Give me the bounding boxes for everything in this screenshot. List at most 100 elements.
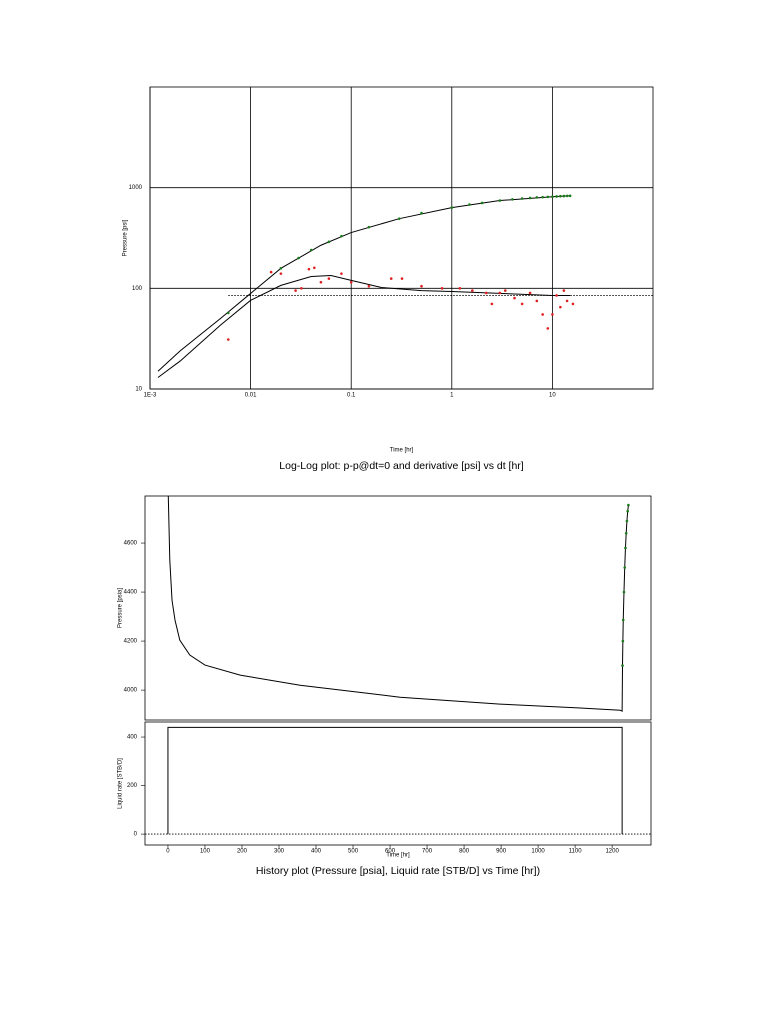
data-point (294, 289, 297, 292)
data-point (621, 618, 625, 622)
data-point (541, 195, 544, 199)
x-tick-label: 0.01 (245, 393, 257, 399)
x-axis-label: Time [hr] (390, 448, 414, 454)
data-point (551, 195, 554, 199)
x-tick-label: 1 (450, 393, 454, 399)
data-point (367, 284, 371, 288)
data-point (484, 291, 488, 295)
caption: History plot (Pressure [psia], Liquid ra… (256, 865, 540, 877)
y-tick-label: 400 (127, 735, 138, 741)
x-tick-label: 900 (496, 849, 507, 855)
data-point (627, 503, 630, 507)
data-point (319, 280, 323, 284)
plot-frame (144, 495, 652, 721)
data-point (471, 289, 474, 292)
data-point (279, 267, 283, 270)
y-tick-label: 0 (134, 832, 138, 838)
data-point (541, 313, 544, 316)
data-point (565, 194, 569, 198)
data-point (555, 294, 558, 297)
data-point (546, 327, 550, 330)
x-tick-label: 800 (459, 849, 470, 855)
x-tick-label: 1E-3 (144, 393, 157, 399)
data-point (535, 196, 539, 199)
data-point (626, 509, 629, 513)
x-tick-label: 700 (422, 849, 433, 855)
data-point (300, 287, 303, 290)
data-point (565, 299, 569, 303)
data-point (297, 256, 300, 260)
data-line (157, 275, 571, 378)
data-point (313, 266, 316, 270)
plot-frame (149, 86, 654, 390)
y-tick-label: 100 (132, 286, 143, 292)
data-point (420, 284, 423, 288)
data-point (621, 664, 624, 667)
x-tick-label: 600 (385, 849, 396, 855)
data-point (450, 206, 454, 209)
data-line (167, 726, 623, 835)
data-point (568, 194, 572, 198)
data-point (226, 311, 230, 315)
data-point (535, 299, 539, 303)
y-tick-label: 1000 (129, 185, 143, 191)
y-tick-label: 4600 (124, 541, 138, 547)
x-tick-label: 10 (549, 393, 556, 399)
data-point (571, 302, 575, 306)
data-point (625, 519, 629, 523)
data-point (309, 248, 313, 252)
data-point (562, 194, 566, 198)
y-tick-label: 4000 (124, 688, 138, 694)
y-axis-label: Pressure [psi] (123, 219, 129, 256)
x-tick-label: 400 (311, 849, 322, 855)
x-tick-label: 0 (166, 849, 170, 855)
data-point (349, 280, 353, 284)
x-tick-label: 300 (274, 849, 285, 855)
y-tick-label: 200 (127, 783, 138, 789)
plot-frame (144, 721, 652, 846)
x-tick-label: 200 (237, 849, 248, 855)
data-point (397, 217, 401, 220)
data-point (624, 546, 627, 550)
data-line (157, 195, 571, 372)
data-point (528, 196, 532, 200)
x-tick-label: 0.1 (347, 393, 356, 399)
y-axis-label: Liquid rate [STB/D] (118, 758, 124, 809)
data-point (269, 270, 273, 274)
data-point (621, 639, 625, 643)
y-tick-label: 10 (135, 387, 142, 393)
data-point (622, 590, 626, 594)
y-axis-label: Pressure [psia] (118, 588, 124, 628)
data-point (420, 211, 423, 215)
data-point (226, 338, 230, 341)
data-point (555, 195, 558, 198)
y-tick-label: 4200 (124, 639, 138, 645)
data-point (511, 198, 514, 201)
data-point (520, 302, 524, 306)
data-point (559, 194, 562, 198)
x-tick-label: 1000 (531, 849, 545, 855)
data-point (551, 313, 554, 316)
data-point (528, 291, 532, 295)
caption: Log-Log plot: p-p@dt=0 and derivative [p… (279, 460, 524, 472)
data-point (562, 289, 566, 292)
data-point (490, 302, 494, 306)
data-point (468, 203, 471, 206)
data-point (307, 267, 311, 271)
data-point (279, 272, 283, 275)
data-point (389, 277, 393, 280)
data-point (327, 277, 331, 280)
data-point (623, 566, 627, 569)
x-tick-label: 500 (348, 849, 359, 855)
data-point (400, 277, 404, 280)
data-point (520, 197, 524, 200)
data-point (503, 289, 507, 292)
data-line (167, 496, 629, 713)
data-point (546, 195, 550, 199)
data-point (498, 291, 502, 295)
data-point (340, 272, 343, 275)
data-point (440, 287, 444, 290)
data-point (480, 201, 484, 205)
data-point (327, 240, 331, 244)
